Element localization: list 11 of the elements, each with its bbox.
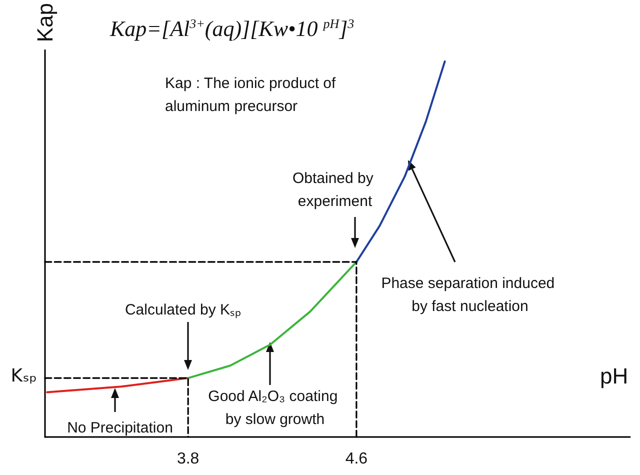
annotation: Calculated by Kₛₚ bbox=[124, 302, 242, 318]
annotation: Good Al₂O₃ coating by slow growth bbox=[208, 388, 342, 428]
x-axis-title: pH bbox=[600, 364, 628, 388]
annotation: Kₛₚ bbox=[10, 366, 37, 387]
y-axis-title: Kap bbox=[32, 2, 58, 42]
annotation: Kap : The ionic product of aluminum precursor bbox=[165, 75, 340, 115]
annotation: Phase separation induced by fast nucleation bbox=[381, 275, 559, 315]
x-tick-label: 3.8 bbox=[176, 450, 200, 468]
annotation: No Precipitation bbox=[67, 420, 173, 436]
x-tick-label: 4.6 bbox=[345, 450, 368, 468]
annotation: Obtained by experiment bbox=[292, 170, 378, 210]
